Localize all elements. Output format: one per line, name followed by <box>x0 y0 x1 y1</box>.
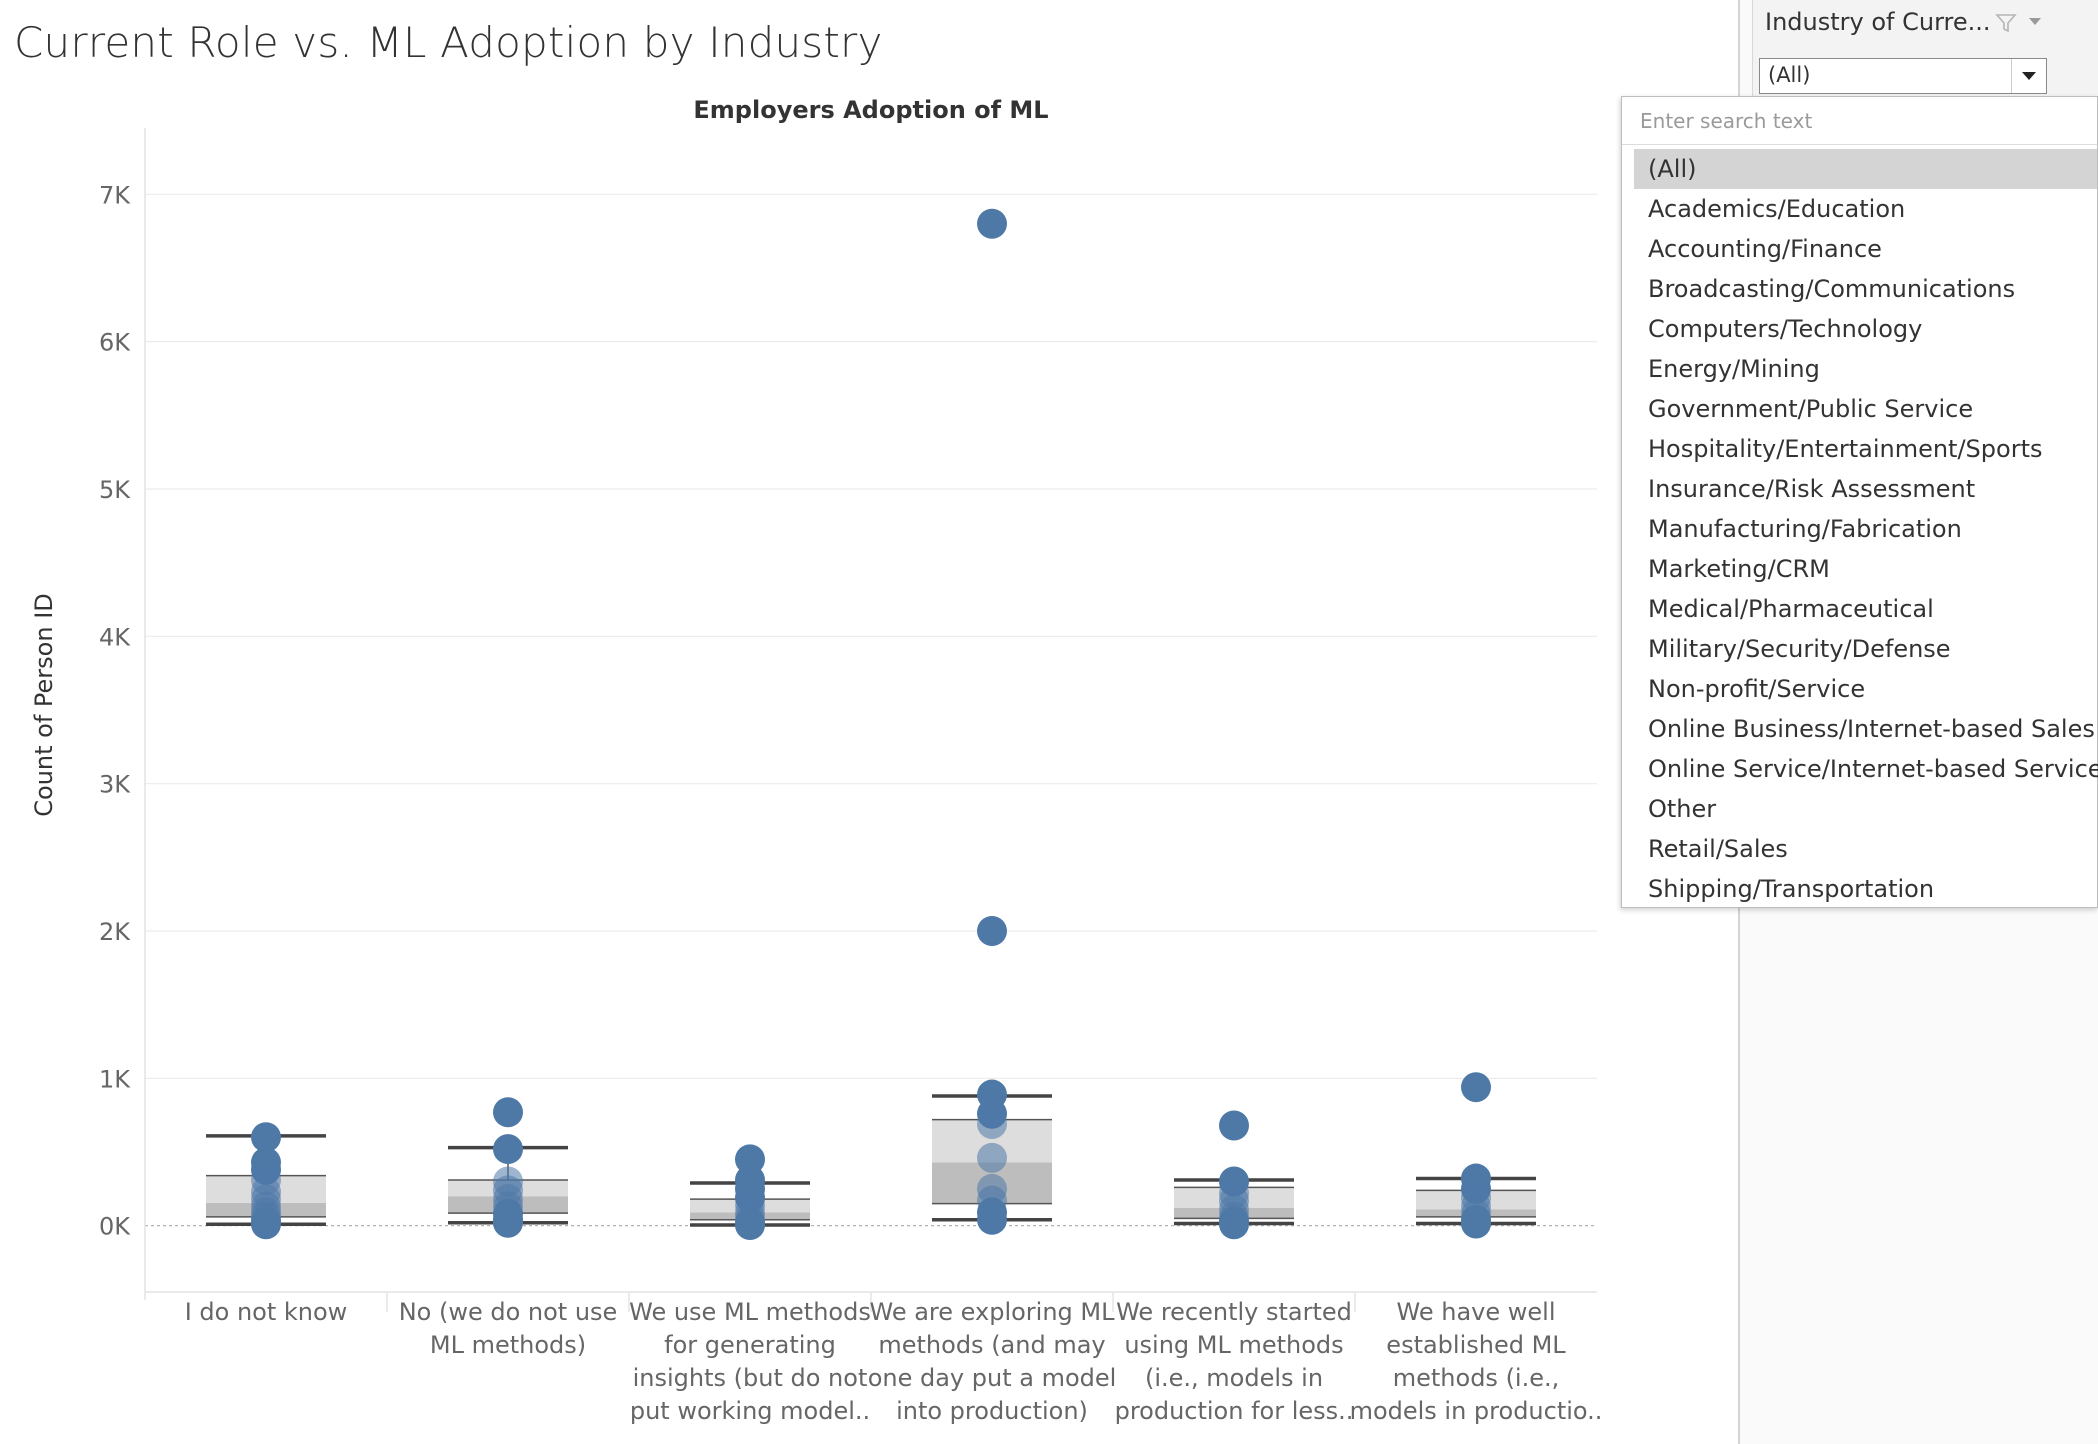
x-category-label: ML methods) <box>430 1331 586 1359</box>
data-point <box>1461 1208 1491 1239</box>
y-tick-label: 3K <box>99 771 131 799</box>
x-category-label: No (we do not use <box>399 1298 618 1326</box>
x-category-label: models in productio.. <box>1350 1397 1603 1425</box>
data-point <box>251 1209 281 1240</box>
dropdown-option[interactable]: Insurance/Risk Assessment <box>1648 475 1976 503</box>
dropdown-list: (All) Academics/Education Accounting/Finan… <box>1634 149 2098 909</box>
industry-dropdown: (All) Academics/Education Accounting/Finan… <box>1621 96 2098 908</box>
page-title: Current Role vs. ML Adoption by Industry <box>14 18 883 67</box>
chart-title: Employers Adoption of ML <box>693 96 1048 124</box>
y-tick-label: 0K <box>99 1213 131 1241</box>
dropdown-option[interactable]: Computers/Technology <box>1648 315 1923 343</box>
data-point <box>493 1097 523 1128</box>
x-category-label: methods (and may <box>878 1331 1105 1359</box>
data-point <box>251 1122 281 1153</box>
dropdown-option[interactable]: Manufacturing/Fabrication <box>1648 515 1962 543</box>
dropdown-option[interactable]: Retail/Sales <box>1648 835 1788 863</box>
dropdown-option[interactable]: Hospitality/Entertainment/Sports <box>1648 435 2043 463</box>
y-tick-label: 7K <box>99 181 131 209</box>
data-point <box>1461 1072 1491 1103</box>
x-category-label: We have well <box>1397 1298 1556 1326</box>
x-category-label: put working model.. <box>630 1397 870 1425</box>
x-category-label: into production) <box>896 1397 1088 1425</box>
data-point <box>493 1207 523 1238</box>
chart-area: 0K 1K 2K 3K 4K 5K 6K 7K Employers Adoption of ML… <box>30 96 1603 1425</box>
x-category-label: (i.e., models in <box>1145 1364 1323 1392</box>
dropdown-option[interactable]: Other <box>1648 795 1717 823</box>
dropdown-option[interactable]: (All) <box>1634 149 2097 189</box>
data-point <box>493 1134 523 1165</box>
data-point <box>735 1144 765 1175</box>
box-plot-chart: 0K 1K 2K 3K 4K 5K 6K 7K Employers Adoption of ML… <box>30 96 1603 1425</box>
search-input[interactable] <box>1622 97 2097 145</box>
x-category-label: We use ML methods <box>629 1298 871 1326</box>
filter-icon[interactable] <box>1995 12 2017 34</box>
dropdown-option[interactable]: Non-profit/Service <box>1648 675 1866 703</box>
dropdown-option[interactable]: Military/Security/Defense <box>1648 635 1951 663</box>
y-tick-label: 5K <box>99 476 131 504</box>
dropdown-option[interactable]: Government/Public Service <box>1648 395 1974 423</box>
x-category-label: for generating <box>664 1331 836 1359</box>
x-category-label: We are exploring ML <box>870 1298 1116 1326</box>
dropdown-option[interactable]: Accounting/Finance <box>1648 235 1882 263</box>
data-point <box>977 1204 1007 1235</box>
industry-filter-card: Industry of Curre... (All) <box>1752 0 2098 111</box>
data-point <box>977 208 1007 239</box>
dropdown-option[interactable]: Broadcasting/Communications <box>1648 275 2016 303</box>
dropdown-option[interactable]: Energy/Mining <box>1648 355 1820 383</box>
dropdown-option[interactable]: Marketing/CRM <box>1648 555 1830 583</box>
x-category-label: methods (i.e., <box>1393 1364 1560 1392</box>
x-category-label: insights (but do not <box>633 1364 868 1392</box>
dropdown-option[interactable]: Medical/Pharmaceutical <box>1648 595 1934 623</box>
x-category-label: We recently started <box>1116 1298 1352 1326</box>
data-point <box>977 1109 1007 1140</box>
dropdown-option[interactable]: Online Business/Internet-based Sales <box>1648 715 2095 743</box>
y-axis-label: Count of Person ID <box>30 593 58 817</box>
y-tick-label: 2K <box>99 918 131 946</box>
data-point <box>1219 1110 1249 1141</box>
data-point <box>977 1142 1007 1173</box>
x-category-label: established ML <box>1386 1331 1566 1359</box>
industry-select[interactable]: (All) <box>1759 58 2047 94</box>
x-category-label: production for less.. <box>1115 1397 1354 1425</box>
x-category-label: I do not know <box>185 1298 348 1326</box>
data-point <box>735 1209 765 1240</box>
dropdown-option[interactable]: Academics/Education <box>1648 195 1906 223</box>
y-tick-label: 4K <box>99 623 131 651</box>
y-tick-label: 1K <box>99 1065 131 1093</box>
filter-title: Industry of Curre... <box>1765 8 1991 36</box>
dropdown-option[interactable]: Shipping/Transportation <box>1648 875 1935 903</box>
y-tick-label: 6K <box>99 329 131 357</box>
data-point <box>1219 1209 1249 1240</box>
x-category-label: using ML methods <box>1124 1331 1343 1359</box>
x-category-label: one day put a model <box>868 1364 1117 1392</box>
chevron-down-icon[interactable] <box>2029 18 2041 25</box>
dropdown-option[interactable]: Online Service/Internet-based Services <box>1648 755 2098 783</box>
industry-select-value: (All) <box>1768 63 1811 87</box>
dropdown-arrow-icon[interactable] <box>2011 59 2046 93</box>
data-point <box>977 916 1007 947</box>
